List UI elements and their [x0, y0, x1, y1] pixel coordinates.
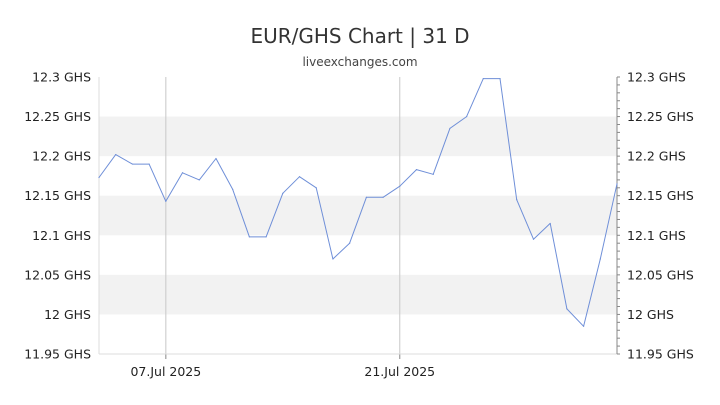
- data-point: [131, 163, 134, 165]
- data-point: [332, 258, 334, 260]
- x-tick-label: 07.Jul 2025: [130, 364, 201, 379]
- data-point: [616, 183, 618, 185]
- data-point: [532, 238, 535, 240]
- data-point: [232, 188, 234, 190]
- y-tick-label-left: 12.1 GHS: [32, 228, 91, 243]
- data-point: [399, 185, 401, 187]
- data-point: [566, 308, 568, 310]
- data-point: [298, 176, 301, 178]
- data-point: [148, 163, 150, 165]
- x-tick-label: 21.Jul 2025: [364, 364, 435, 379]
- grid-band: [99, 274, 617, 315]
- y-tick-label-left: 12.2 GHS: [32, 149, 91, 164]
- data-point: [165, 200, 167, 202]
- y-tick-label-left: 12.05 GHS: [24, 267, 91, 282]
- data-point: [265, 236, 267, 238]
- data-point: [449, 127, 451, 130]
- y-tick-label-left: 11.95 GHS: [24, 347, 91, 362]
- data-point: [115, 153, 117, 156]
- y-tick-label-right: 12.25 GHS: [627, 109, 694, 124]
- data-point: [315, 187, 317, 189]
- data-point: [349, 242, 351, 244]
- data-point: [198, 179, 200, 181]
- data-point: [432, 173, 434, 175]
- y-tick-label-left: 12.15 GHS: [24, 188, 91, 203]
- y-tick-label-right: 12.3 GHS: [627, 70, 686, 85]
- data-point: [582, 325, 585, 327]
- data-point: [499, 77, 501, 80]
- data-point: [282, 192, 284, 194]
- data-point: [215, 157, 217, 160]
- y-tick-label-right: 12.15 GHS: [627, 188, 694, 203]
- y-tick-label-right: 12.2 GHS: [627, 149, 686, 164]
- series-line: [98, 78, 618, 327]
- data-point: [516, 199, 518, 201]
- y-tick-label-left: 12 GHS: [44, 307, 91, 322]
- data-point: [248, 236, 250, 238]
- y-tick-label-right: 12 GHS: [627, 307, 674, 322]
- y-tick-label-left: 12.3 GHS: [32, 70, 91, 85]
- data-point: [382, 196, 384, 198]
- data-point: [466, 115, 468, 118]
- chart-subtitle: liveexchanges.com: [302, 55, 418, 69]
- y-tick-label-right: 12.05 GHS: [627, 267, 694, 282]
- grid-band: [99, 116, 617, 157]
- y-tick-label-right: 11.95 GHS: [627, 347, 694, 362]
- y-tick-label-right: 12.1 GHS: [627, 228, 686, 243]
- chart-title: EUR/GHS Chart | 31 D: [250, 24, 470, 48]
- y-tick-label-left: 12.25 GHS: [24, 109, 91, 124]
- data-point: [365, 196, 367, 198]
- data-point: [599, 258, 601, 260]
- data-point: [415, 168, 418, 171]
- data-point: [549, 222, 551, 225]
- data-point: [181, 172, 184, 174]
- grid-band: [99, 195, 617, 236]
- data-point: [98, 176, 100, 179]
- data-point: [482, 77, 484, 80]
